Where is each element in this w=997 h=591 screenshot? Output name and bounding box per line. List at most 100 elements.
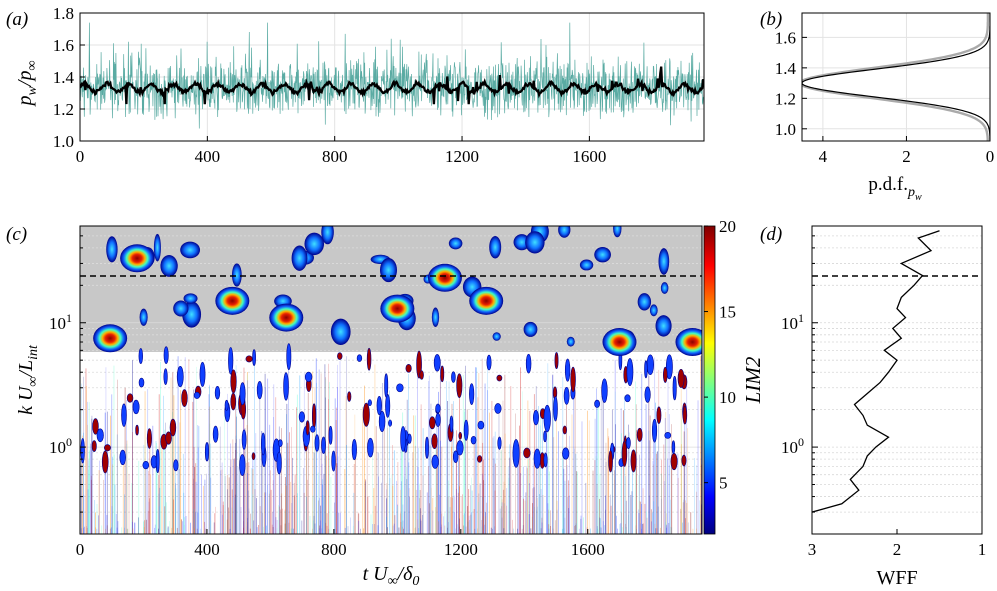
panel-b-pdf-black [802, 13, 990, 141]
streak-blob [305, 420, 310, 436]
colorbar-tick-label: 10 [719, 388, 736, 407]
y-tick-label: 100 [781, 435, 804, 457]
streak-blob [328, 425, 333, 445]
streak-blob [138, 377, 145, 388]
wavelet-blob [579, 259, 594, 271]
panel-label-d: (d) [760, 224, 782, 245]
streak-blob [80, 438, 85, 464]
panel-a-ticks: 0 400 800 1200 1600 1.0 1.2 1.4 1.6 1.8 [53, 4, 607, 166]
wavelet-blob [649, 304, 658, 317]
streak-blob [451, 371, 456, 383]
streak-blob [91, 440, 97, 452]
streak-blob [644, 386, 651, 403]
panel-a-ylabel: pw/p∞ [14, 61, 40, 108]
streak-blob [176, 365, 184, 388]
panel-a-series-raw [80, 22, 704, 129]
streak-blob [286, 343, 292, 371]
wavelet-blob [291, 245, 308, 271]
panel-b-pdf-grey [802, 13, 990, 141]
wavelet-blob [160, 254, 178, 277]
panel-c-grid [80, 225, 702, 535]
streak-blob [278, 439, 283, 447]
streak-blob [228, 347, 234, 375]
x-tick-label: 1200 [445, 147, 479, 166]
y-tick-label: 1.0 [775, 120, 796, 139]
streak-blob [562, 447, 570, 460]
streak-blob [435, 412, 441, 427]
streak-blob [425, 436, 429, 459]
wavelet-blob [183, 293, 198, 304]
streak-blob [239, 382, 246, 406]
streak-blob [321, 436, 326, 454]
streak-blob [101, 450, 109, 474]
streak-blob [241, 429, 247, 450]
wavelet-blob [330, 318, 351, 345]
streak-blob [298, 411, 305, 423]
streak-blob [671, 440, 676, 454]
streak-blob [92, 418, 99, 435]
streak-blob [310, 425, 316, 433]
streak-blob [304, 371, 313, 382]
x-tick-label: 2 [893, 540, 902, 559]
x-tick-label: 1200 [444, 540, 478, 559]
streak-blob [428, 416, 436, 430]
streak-blob [525, 353, 532, 374]
colorbar-tick-label: 5 [719, 474, 728, 493]
streak-blob [356, 354, 363, 362]
streak-blob [494, 403, 502, 414]
y-tick-label: 1.2 [53, 100, 74, 119]
panel-c-frame [79, 225, 703, 535]
panel-label-c: (c) [6, 224, 27, 245]
streak-blob [135, 424, 139, 436]
streak-blob [570, 366, 576, 393]
panel-b-ticks: 4 2 0 1.0 1.2 1.4 1.6 [775, 28, 995, 166]
streak-blob [204, 442, 210, 462]
wavelet-blob [492, 332, 501, 341]
wavelet-blob [231, 263, 242, 287]
streak-blob [431, 433, 438, 450]
streak-blob [458, 431, 463, 440]
streak-blob [608, 450, 613, 473]
panel-d-ticks: 3 2 1 100 101 [781, 225, 987, 559]
streak-blob [523, 447, 531, 459]
streak-blob [463, 419, 469, 441]
panel-d: 3 2 1 100 101 WFF [781, 225, 987, 589]
streak-blob [367, 399, 372, 407]
hotspot [427, 263, 462, 292]
streak-blob [384, 373, 389, 398]
streak-blob [664, 432, 672, 439]
panel-d-frame [811, 225, 983, 535]
x-tick-label: 2 [902, 147, 911, 166]
x-tick-label: 800 [321, 540, 347, 559]
colorbar-gradient [703, 225, 716, 535]
wavelet-blob [180, 241, 201, 259]
x-tick-label: 0 [986, 147, 995, 166]
streak-blob [665, 354, 673, 380]
y-tick-label: 1.4 [53, 68, 75, 87]
streak-blob [126, 393, 134, 403]
streak-blob [366, 347, 372, 371]
panel-b-frame [801, 12, 991, 142]
hotspot [269, 303, 304, 332]
streak-blob [533, 410, 539, 426]
panel-c-blobs [93, 226, 702, 357]
hotspot [602, 328, 637, 357]
wavelet-blob [658, 248, 670, 275]
streak-blob [431, 454, 439, 469]
streak-blob [142, 461, 150, 470]
panel-a: 0 400 800 1200 1600 1.0 1.2 1.4 1.6 1.8 pw/p∞ [14, 4, 705, 166]
streak-blob [407, 433, 412, 444]
streak-blob [626, 358, 634, 387]
x-tick-label: 0 [76, 147, 85, 166]
streak-blob [670, 452, 678, 471]
x-tick-label: 1 [978, 540, 987, 559]
streak-blob [486, 354, 492, 371]
streak-blob [682, 405, 688, 425]
y-tick-label: 1.6 [53, 36, 74, 55]
hotspot [215, 286, 250, 315]
streak-blob [563, 386, 570, 405]
streak-blob [276, 451, 282, 475]
streak-blob [553, 396, 558, 422]
streak-blob [562, 425, 567, 435]
streak-blob [533, 448, 541, 469]
